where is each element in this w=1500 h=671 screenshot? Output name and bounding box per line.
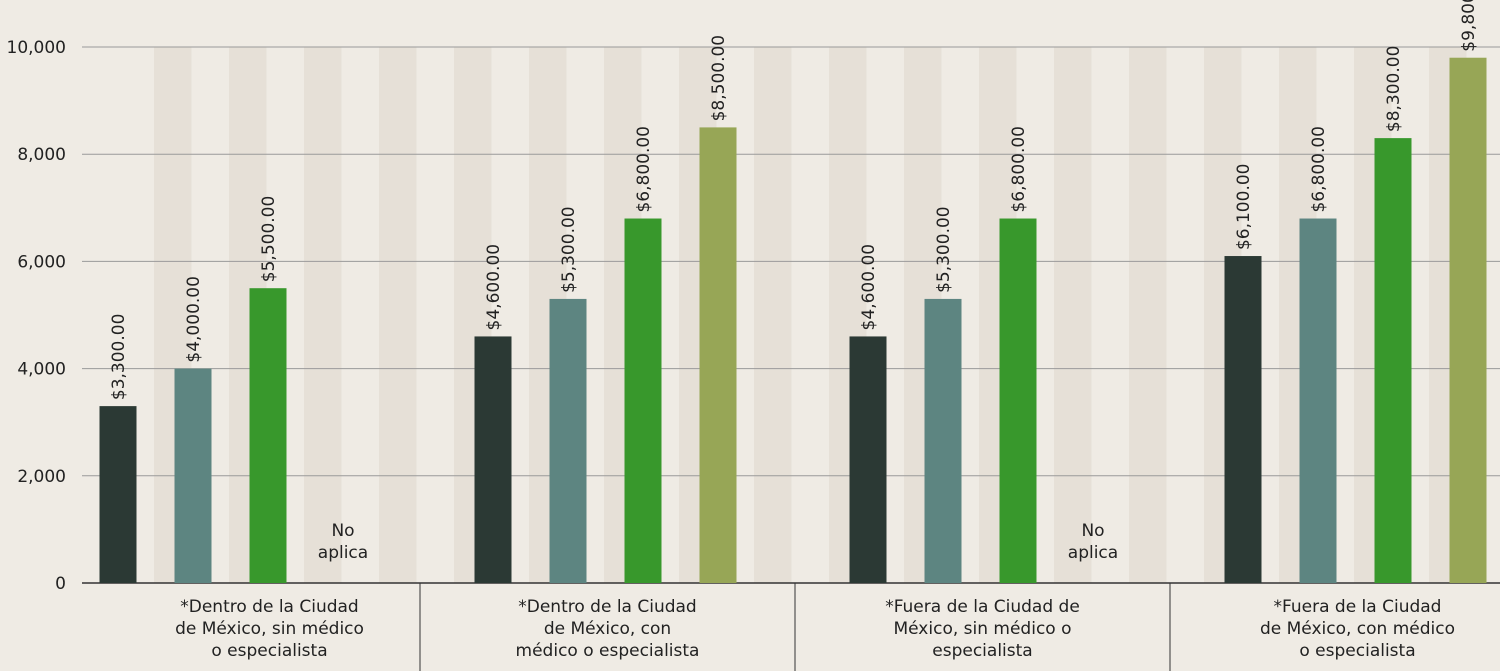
- bar: [549, 298, 587, 583]
- bar: [474, 336, 512, 583]
- bar: [1299, 218, 1337, 583]
- stripe: [754, 47, 792, 583]
- bar: [1374, 138, 1412, 583]
- y-tick-label: 2,000: [17, 467, 66, 487]
- annotation: No aplica: [317, 521, 369, 563]
- bar: [999, 218, 1037, 583]
- bar: [174, 368, 212, 583]
- bar: [1224, 256, 1262, 583]
- x-tick-label: *Fuera de la Ciudad de México, con médic…: [1259, 597, 1456, 661]
- annotation: No aplica: [1067, 521, 1119, 563]
- value-label: $9,800.00: [1459, 0, 1479, 52]
- value-label: $6,800.00: [1309, 126, 1329, 213]
- y-tick-label: 4,000: [17, 360, 66, 380]
- value-label: $5,300.00: [934, 206, 954, 293]
- value-label: $4,600.00: [859, 244, 879, 331]
- value-label: $5,500.00: [259, 196, 279, 283]
- value-label: $5,300.00: [559, 206, 579, 293]
- value-label: $6,800.00: [634, 126, 654, 213]
- value-label: $6,100.00: [1234, 164, 1254, 251]
- stripe: [304, 47, 342, 583]
- bar: [699, 127, 737, 584]
- bar: [249, 288, 287, 583]
- value-label: $4,000.00: [184, 276, 204, 363]
- y-tick-label: 8,000: [17, 145, 66, 165]
- value-label: $8,500.00: [709, 35, 729, 122]
- x-tick-label: *Dentro de la Ciudad de México, sin médi…: [175, 597, 364, 661]
- bar: [1449, 57, 1487, 584]
- y-tick-label: 6,000: [17, 252, 66, 272]
- stripe: [1054, 47, 1092, 583]
- stripe: [1129, 47, 1167, 583]
- value-label: $3,300.00: [109, 314, 129, 401]
- value-label: $6,800.00: [1009, 126, 1029, 213]
- y-tick-label: 0: [55, 574, 66, 594]
- y-tick-label: 10,000: [7, 38, 66, 58]
- value-label: $8,300.00: [1384, 46, 1404, 133]
- bar: [624, 218, 662, 583]
- stripe: [379, 47, 417, 583]
- bar: [849, 336, 887, 583]
- x-tick-label: *Fuera de la Ciudad de México, sin médic…: [885, 597, 1080, 661]
- bar: [99, 406, 137, 583]
- bar: [924, 298, 962, 583]
- value-label: $4,600.00: [484, 244, 504, 331]
- x-tick-label: *Dentro de la Ciudad de México, con médi…: [515, 597, 700, 661]
